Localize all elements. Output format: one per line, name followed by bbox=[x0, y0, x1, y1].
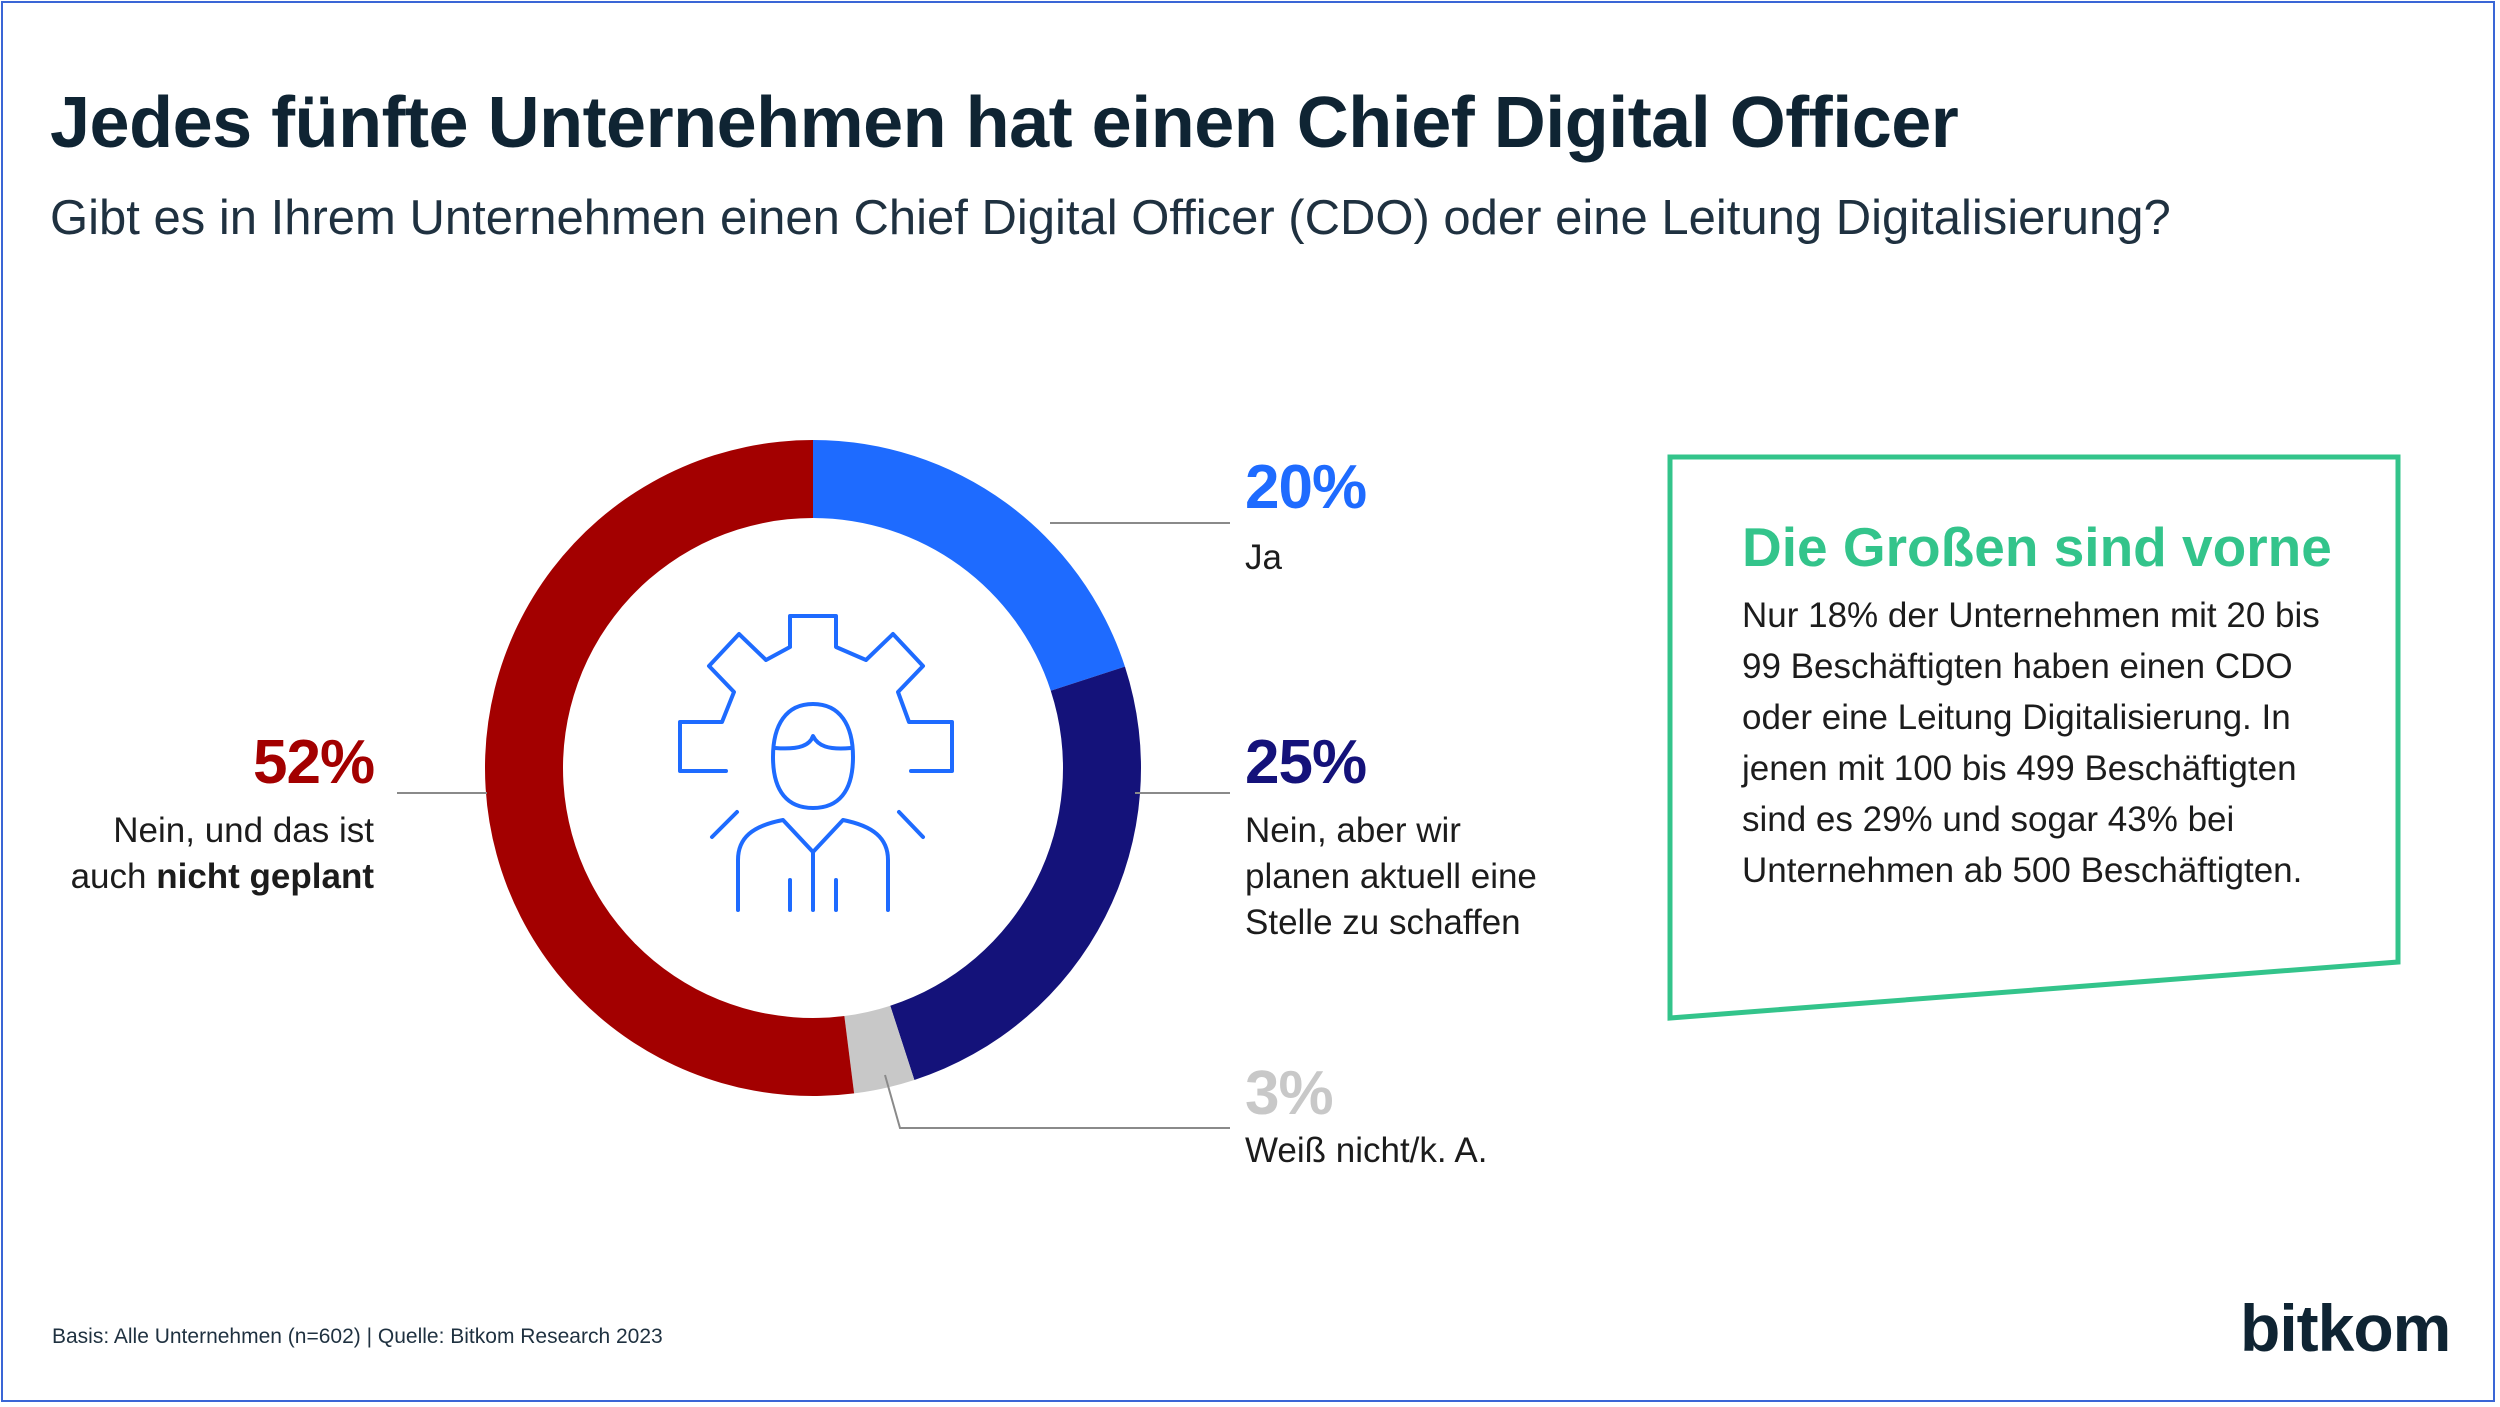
source-footer: Basis: Alle Unternehmen (n=602) | Quelle… bbox=[52, 1325, 663, 1348]
pct-planen: 25% bbox=[1245, 728, 1367, 797]
label-nein-line-2b: nicht geplant bbox=[156, 857, 374, 896]
label-nein-line-2: auch nicht geplant bbox=[60, 854, 374, 900]
donut-slices bbox=[484, 440, 1141, 1096]
page-subtitle: Gibt es in Ihrem Unternehmen einen Chief… bbox=[50, 191, 2171, 245]
callout-border bbox=[1667, 454, 2401, 1021]
label-nein: Nein, und das ist auch nicht geplant bbox=[60, 808, 374, 900]
donut-slice-2 bbox=[844, 1005, 915, 1094]
donut-slice-3 bbox=[484, 440, 855, 1096]
label-nein-line-2a: auch bbox=[70, 857, 157, 896]
callout-title: Die Großen sind vorne bbox=[1742, 516, 2332, 578]
pct-ja: 20% bbox=[1245, 453, 1367, 522]
bitkom-logo: bitkom bbox=[2240, 1291, 2451, 1365]
label-ja: Ja bbox=[1245, 538, 1282, 577]
label-planen-line-2: planen aktuell eine bbox=[1245, 857, 1537, 896]
label-planen: Nein, aber wir planen aktuell eine Stell… bbox=[1245, 808, 1537, 946]
label-weiss: Weiß nicht/k. A. bbox=[1245, 1131, 1488, 1170]
label-planen-line-3: Stelle zu schaffen bbox=[1245, 903, 1521, 942]
pct-nein: 52% bbox=[253, 728, 375, 797]
leader-line-weiss bbox=[884, 1074, 1230, 1129]
donut-slice-0 bbox=[813, 440, 1125, 691]
pct-weiss: 3% bbox=[1245, 1059, 1334, 1128]
person-gear-icon bbox=[678, 614, 954, 912]
callout-text: Nur 18% der Unternehmen mit 20 bis 99 Be… bbox=[1742, 596, 2320, 890]
page-title: Jedes fünfte Unternehmen hat einen Chief… bbox=[50, 83, 1959, 163]
label-planen-line-1: Nein, aber wir bbox=[1245, 811, 1461, 850]
label-nein-line-1: Nein, und das ist bbox=[113, 811, 374, 850]
donut-slice-1 bbox=[890, 666, 1141, 1080]
